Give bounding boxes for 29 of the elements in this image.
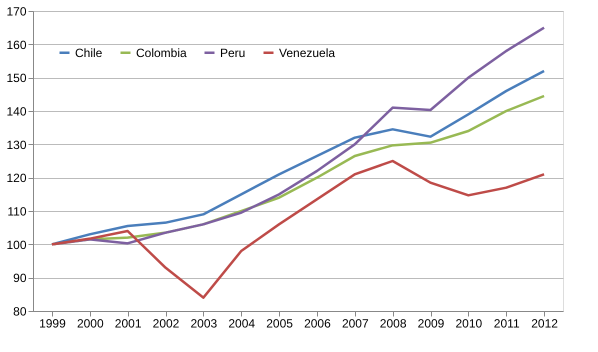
x-tick-label: 2005 [266, 316, 294, 330]
y-tick-label: 150 [6, 71, 27, 86]
x-tick-label: 2006 [304, 316, 332, 330]
x-tick-label: 2011 [494, 316, 520, 330]
y-tick-label: 140 [6, 104, 27, 118]
y-tick-label: 110 [7, 204, 27, 218]
x-tick-label: 2002 [152, 316, 180, 330]
x-tick-label: 2009 [418, 316, 445, 330]
legend-label: Colombia [136, 46, 188, 60]
y-tick-label: 160 [6, 38, 27, 52]
legend-label: Chile [75, 46, 103, 60]
x-tick-label: 2000 [76, 316, 104, 330]
x-tick-label: 2004 [228, 316, 256, 330]
y-tick-label: 120 [6, 171, 27, 186]
y-tick-label: 170 [6, 4, 27, 18]
x-tick-label: 2008 [380, 316, 407, 330]
y-tick-label: 80 [13, 304, 27, 318]
x-tick-label: 2003 [190, 316, 218, 330]
x-tick-label: 2007 [342, 316, 369, 330]
y-tick-label: 100 [6, 238, 27, 252]
line-series [50, 160, 546, 299]
x-tick-label: 1999 [39, 316, 66, 330]
x-tick-label: 2010 [456, 316, 483, 330]
legend-label: Venezuela [279, 46, 336, 60]
y-tick-label: 130 [6, 138, 27, 152]
x-tick-label: 2001 [114, 316, 142, 330]
y-tick-label: 90 [13, 271, 27, 286]
legend-label: Peru [220, 46, 246, 60]
x-tick-label: 2012 [531, 316, 558, 330]
